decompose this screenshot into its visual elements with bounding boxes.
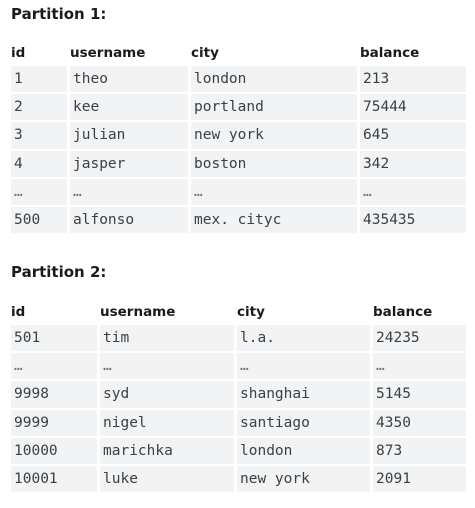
header-city: city — [237, 304, 265, 320]
header-id: id — [11, 304, 26, 320]
cell-username: marichka — [100, 437, 234, 464]
cell-balance: 645 — [360, 122, 466, 149]
table-row-ellipsis: … … … … — [11, 352, 466, 380]
table-row-ellipsis: … … … … — [11, 178, 466, 206]
cell-username: syd — [100, 381, 234, 408]
cell-id: 4 — [11, 150, 67, 177]
cell-username: nigel — [100, 409, 234, 436]
cell-city: london — [237, 437, 370, 464]
cell-username: … — [70, 178, 188, 205]
cell-username: julian — [70, 122, 188, 149]
cell-city: … — [237, 353, 370, 380]
table-row: 2 kee portland 75444 — [11, 93, 466, 121]
partition-title: Partition 1: — [11, 5, 107, 23]
cell-balance: 5145 — [373, 381, 466, 408]
cell-balance: 75444 — [360, 94, 466, 121]
table-row: 9999 nigel santiago 4350 — [11, 409, 466, 437]
cell-username: luke — [100, 465, 234, 493]
table-header: id username city balance — [11, 302, 466, 324]
cell-city: … — [191, 178, 357, 205]
cell-username: tim — [100, 325, 234, 352]
table-row: 4 jasper boston 342 — [11, 150, 466, 178]
cell-city: london — [191, 66, 357, 93]
cell-id: 1 — [11, 66, 67, 93]
cell-id: … — [11, 178, 67, 205]
header-balance: balance — [373, 304, 433, 320]
cell-city: shanghai — [237, 381, 370, 408]
table-row: 500 alfonso mex. cityc 435435 — [11, 206, 466, 234]
cell-balance: 4350 — [373, 409, 466, 436]
table-row: 3 julian new york 645 — [11, 121, 466, 149]
header-balance: balance — [360, 45, 420, 61]
cell-balance: … — [373, 353, 466, 380]
cell-id: 500 — [11, 206, 67, 234]
table-header: id username city balance — [11, 43, 466, 65]
table-row: 9998 syd shanghai 5145 — [11, 380, 466, 408]
cell-username: jasper — [70, 150, 188, 177]
cell-city: mex. cityc — [191, 206, 357, 234]
header-city: city — [191, 45, 219, 61]
cell-id: 501 — [11, 325, 97, 352]
partition-table: id username city balance 1 theo london 2… — [11, 43, 466, 234]
cell-city: l.a. — [237, 325, 370, 352]
cell-username: … — [100, 353, 234, 380]
cell-id: 9998 — [11, 381, 97, 408]
cell-username: theo — [70, 66, 188, 93]
cell-id: 10001 — [11, 465, 97, 493]
partition-title: Partition 2: — [11, 263, 107, 281]
cell-balance: 873 — [373, 437, 466, 464]
cell-city: boston — [191, 150, 357, 177]
cell-username: kee — [70, 94, 188, 121]
table-row: 10001 luke new york 2091 — [11, 465, 466, 493]
cell-city: portland — [191, 94, 357, 121]
cell-balance: 2091 — [373, 465, 466, 493]
partition-table: id username city balance 501 tim l.a. 24… — [11, 302, 466, 493]
table-row: 501 tim l.a. 24235 — [11, 324, 466, 352]
cell-balance: 24235 — [373, 325, 466, 352]
header-id: id — [11, 45, 26, 61]
cell-balance: 435435 — [360, 206, 466, 234]
cell-balance: 342 — [360, 150, 466, 177]
cell-city: new york — [237, 465, 370, 493]
cell-id: 9999 — [11, 409, 97, 436]
cell-balance: … — [360, 178, 466, 205]
cell-city: new york — [191, 122, 357, 149]
cell-balance: 213 — [360, 66, 466, 93]
cell-id: 10000 — [11, 437, 97, 464]
header-username: username — [70, 45, 146, 61]
table-row: 10000 marichka london 873 — [11, 437, 466, 465]
cell-id: … — [11, 353, 97, 380]
cell-id: 3 — [11, 122, 67, 149]
cell-city: santiago — [237, 409, 370, 436]
header-username: username — [100, 304, 176, 320]
cell-username: alfonso — [70, 206, 188, 234]
cell-id: 2 — [11, 94, 67, 121]
table-row: 1 theo london 213 — [11, 65, 466, 93]
